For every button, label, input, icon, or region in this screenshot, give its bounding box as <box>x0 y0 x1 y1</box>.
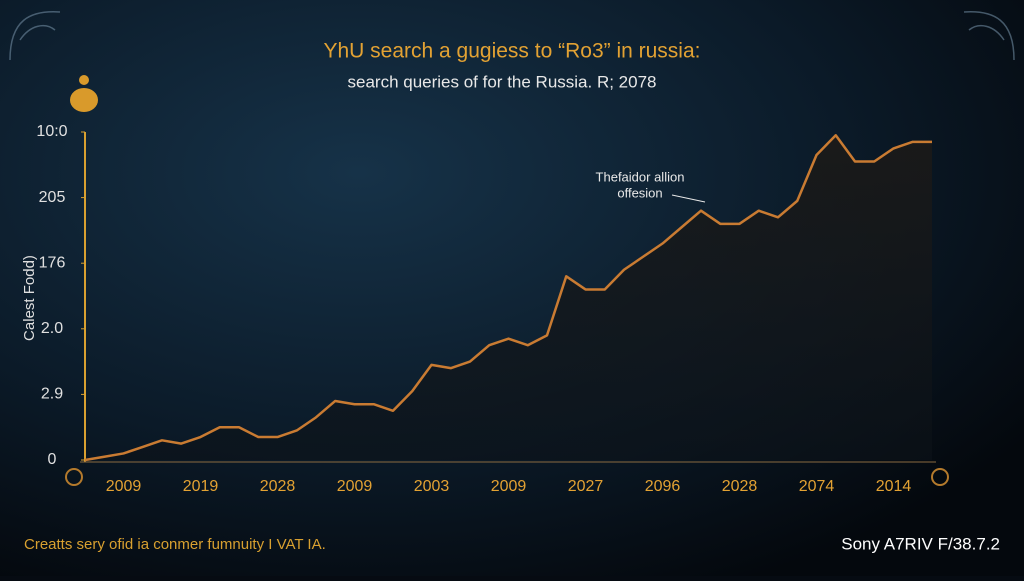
x-tick-label: 2014 <box>876 478 912 495</box>
y-tick-label: 2.9 <box>41 386 63 403</box>
area <box>85 135 932 460</box>
chart-title: YhU search a gugiess to “Ro3” in russia: <box>323 40 700 63</box>
y-tick-label: 205 <box>39 189 66 206</box>
ornament <box>931 468 949 486</box>
ornament <box>9 11 1015 61</box>
x-tick-label: 2003 <box>414 478 450 495</box>
x-tick-label: 2019 <box>183 478 219 495</box>
y-tick-label: 2.0 <box>41 320 63 337</box>
x-tick-label: 2009 <box>491 478 527 495</box>
ornament <box>65 468 83 486</box>
credit: Sony A7RIV F/38.7.2 <box>841 534 1000 553</box>
y-tick-label: 0 <box>48 451 57 468</box>
y-axis-label: Calest Fodd) <box>21 255 38 341</box>
x-tick-label: 2028 <box>260 478 296 495</box>
x-tick-label: 2096 <box>645 478 681 495</box>
x-tick-label: 2009 <box>337 478 373 495</box>
y-tick-label: 176 <box>39 254 66 271</box>
footer: Creatts sery ofid ia conmer fumnuity I V… <box>24 536 326 553</box>
x-tick-label: 2009 <box>106 478 142 495</box>
annotation: offesion <box>617 185 662 200</box>
x-tick-label: 2027 <box>568 478 604 495</box>
x-tick-label: 2028 <box>722 478 758 495</box>
x-tick-label: 2074 <box>799 478 835 495</box>
annotation-leader <box>671 194 706 203</box>
annotation: Thefaidor allion <box>596 169 685 184</box>
y-tick-label: 10:0 <box>36 123 67 140</box>
line <box>84 134 932 462</box>
chart-subtitle: search queries of for the Russia. R; 207… <box>348 72 657 91</box>
emblem <box>70 75 98 112</box>
